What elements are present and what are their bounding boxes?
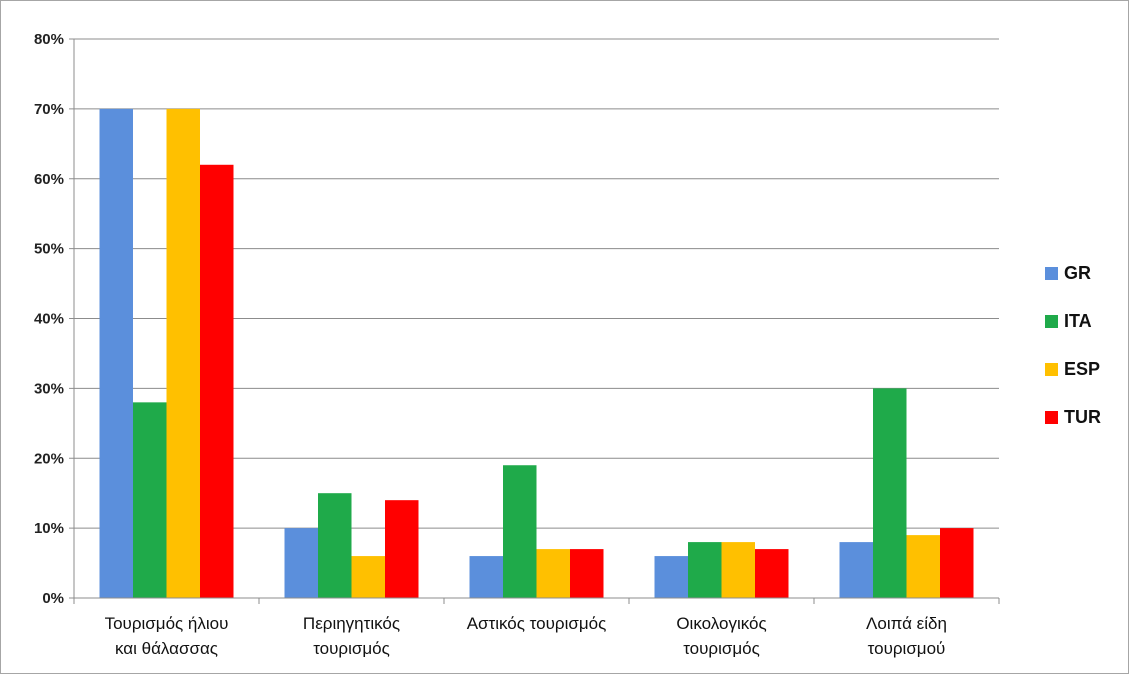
category-label: τουρισμός (683, 639, 760, 658)
legend-swatch-tur (1045, 411, 1058, 424)
y-tick-label: 30% (34, 380, 64, 397)
y-tick-label: 50% (34, 241, 64, 258)
bar-ita (133, 402, 167, 598)
bar-esp (166, 108, 200, 598)
bar-esp (351, 556, 385, 598)
category-label: Οικολογικός (676, 614, 766, 633)
category-label: Λοιπά είδη (866, 614, 947, 633)
legend-swatch-esp (1045, 363, 1058, 376)
legend-label-ita: ITA (1064, 311, 1092, 331)
category-label: τουρισμός (313, 639, 390, 658)
y-tick-label: 70% (34, 101, 64, 118)
legend-label-gr: GR (1064, 263, 1091, 283)
legend-swatch-ita (1045, 315, 1058, 328)
category-label: και θάλασσας (115, 639, 218, 658)
legend-swatch-gr (1045, 267, 1058, 280)
y-tick-label: 20% (34, 450, 64, 467)
bar-ita (503, 465, 537, 598)
bar-gr (839, 542, 873, 598)
bar-ita (318, 493, 352, 598)
y-tick-label: 10% (34, 520, 64, 537)
bar-gr (99, 108, 133, 598)
bar-esp (536, 549, 570, 598)
legend-label-esp: ESP (1064, 359, 1100, 379)
category-label: Περιηγητικός (303, 614, 400, 633)
bar-esp (721, 542, 755, 598)
y-tick-label: 0% (42, 590, 64, 607)
y-tick-label: 60% (34, 171, 64, 188)
bar-tur (755, 549, 789, 598)
legend-label-tur: TUR (1064, 407, 1101, 427)
y-tick-label: 40% (34, 311, 64, 328)
bar-ita (688, 542, 722, 598)
bar-gr (284, 528, 318, 598)
category-label: Αστικός τουρισμός (467, 614, 607, 633)
category-label: Τουρισμός ήλιου (105, 614, 229, 633)
bar-gr (469, 556, 503, 598)
category-label: τουρισμού (868, 639, 946, 658)
y-tick-label: 80% (34, 31, 64, 48)
bar-tur (200, 164, 234, 598)
bar-tur (570, 549, 604, 598)
bar-esp (906, 535, 940, 598)
bar-ita (873, 388, 907, 598)
bar-gr (654, 556, 688, 598)
bar-tur (940, 528, 974, 598)
bar-tur (385, 500, 419, 598)
